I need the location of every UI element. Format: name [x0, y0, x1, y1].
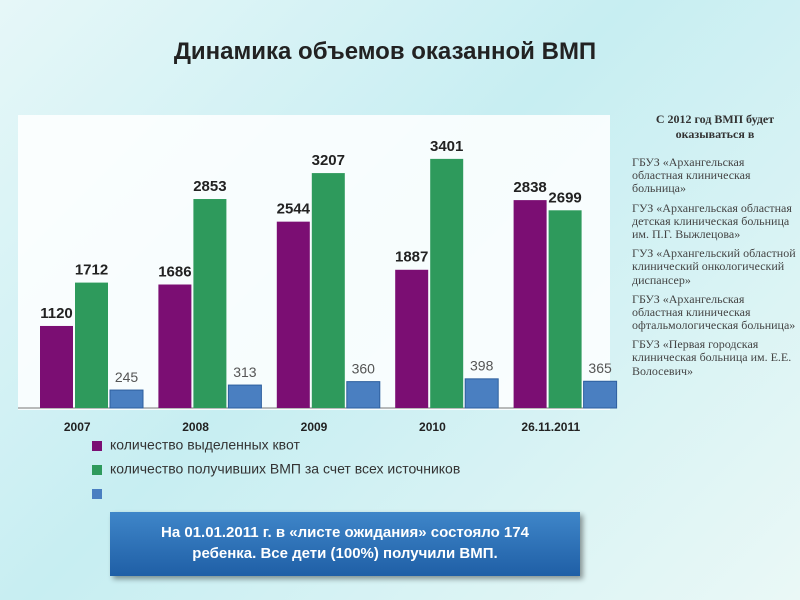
value-label: 2544 — [277, 201, 311, 218]
x-tick-label: 2007 — [64, 420, 91, 434]
legend-swatch — [92, 441, 102, 451]
value-label: 245 — [115, 369, 139, 385]
side-panel: С 2012 год ВМП будет оказываться в ГБУЗ … — [632, 112, 798, 384]
bar — [109, 389, 144, 409]
legend-label: количество получивших ВМП за счет всех и… — [110, 461, 460, 477]
value-label: 365 — [588, 360, 612, 376]
x-tick-label: 2008 — [182, 420, 209, 434]
side-heading: С 2012 год ВМП будет оказываться в — [655, 112, 775, 141]
bar — [40, 325, 73, 408]
value-label: 313 — [233, 364, 257, 380]
note-box: На 01.01.2011 г. в «листе ожидания» сост… — [110, 512, 580, 576]
hospital-item: ГБУЗ «Архангельская областная клиническа… — [632, 155, 751, 196]
value-label: 3401 — [430, 138, 463, 155]
value-label: 360 — [352, 360, 376, 376]
hospital-item: ГУЗ «Архангельский областной клинический… — [632, 246, 796, 287]
value-label: 2838 — [513, 179, 546, 196]
legend-label: количество выделенных квот — [110, 437, 300, 453]
hospital-item: ГБУЗ «Первая городская клиническая больн… — [632, 337, 792, 378]
bar — [75, 282, 108, 408]
bar — [193, 199, 227, 408]
bar — [464, 378, 499, 409]
value-label: 398 — [470, 358, 494, 374]
value-label: 1120 — [40, 305, 73, 322]
chart-title: Динамика объемов оказанной ВМП — [173, 38, 597, 65]
value-label: 1686 — [158, 263, 191, 280]
legend-swatch — [92, 489, 102, 499]
bar — [276, 221, 310, 408]
bar — [227, 384, 262, 409]
chart: 1120 1686 2544 1887 2838 1712 2853 3207 3401 2699… — [18, 137, 618, 499]
bar — [346, 381, 381, 409]
hospital-item: ГБУЗ «Архангельская областная клиническа… — [632, 291, 796, 333]
value-label: 2853 — [193, 178, 226, 195]
x-tick-label: 2009 — [301, 420, 328, 434]
x-tick-label: 26.11.2011 — [521, 420, 580, 434]
x-tick-label: 2010 — [419, 420, 446, 434]
value-label: 1887 — [395, 249, 428, 266]
bar — [583, 380, 618, 409]
bar — [513, 200, 547, 408]
value-label: 1712 — [75, 262, 108, 279]
value-label: 2699 — [548, 189, 581, 206]
bar — [311, 173, 345, 408]
legend-swatch — [92, 465, 102, 475]
bar — [395, 269, 429, 408]
bar — [430, 158, 464, 408]
bar — [158, 284, 192, 408]
value-label: 3207 — [312, 152, 345, 169]
bar — [548, 210, 582, 408]
hospital-item: ГУЗ «Архангельская областная детская кли… — [632, 200, 792, 241]
